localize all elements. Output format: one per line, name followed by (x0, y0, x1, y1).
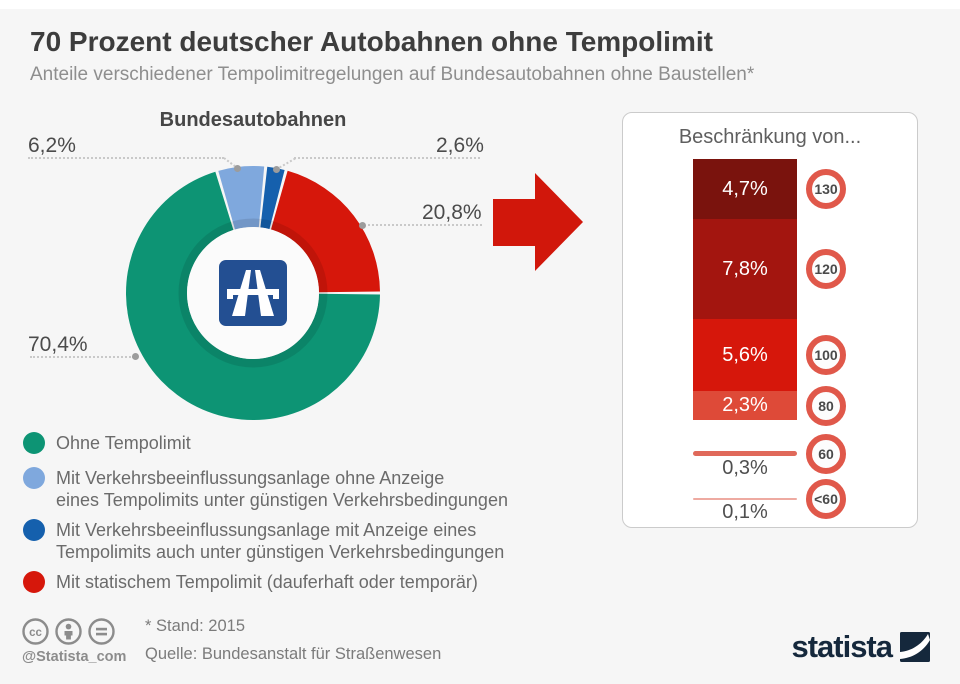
slice-value-ohne-tempolimit: 70,4% (28, 333, 88, 356)
legend-label: Mit Verkehrsbeeinflussungsanlage ohne An… (56, 468, 445, 488)
leader-line (294, 157, 480, 159)
page-title: 70 Prozent deutscher Autobahnen ohne Tem… (30, 26, 713, 57)
speed-sign-120: 120 (806, 249, 846, 289)
bar-value-label: 7,8% (722, 257, 768, 280)
statista-logo-mark (900, 632, 930, 662)
leader-dot (234, 165, 241, 172)
leader-dot (132, 353, 139, 360)
bar-segment-100: 5,6% (693, 319, 797, 391)
leader-dot (359, 222, 366, 229)
bar-value-label: 4,7% (722, 177, 768, 200)
footnote: * Stand: 2015 (145, 617, 245, 635)
statista-handle: @Statista_com (22, 649, 127, 665)
speed-sign-lt60: <60 (806, 479, 846, 519)
autobahn-sign-icon (219, 260, 287, 326)
bar-thin-line (693, 451, 797, 456)
page-subtitle: Anteile verschiedener Tempolimitregelung… (30, 64, 755, 85)
top-strip (0, 0, 960, 9)
legend-item-vba-mit-anzeige: Mit Verkehrsbeeinflussungsanlage mit Anz… (23, 519, 504, 563)
leader-line (28, 157, 224, 159)
source: Quelle: Bundesanstalt für Straßenwesen (145, 645, 442, 663)
bar-segment-130: 4,7% (693, 159, 797, 219)
slice-value-vba-ohne-anzeige: 6,2% (28, 134, 76, 157)
legend-dot-red (23, 571, 45, 593)
legend-item-vba-ohne-anzeige: Mit Verkehrsbeeinflussungsanlage ohne An… (23, 467, 508, 511)
bar-value-label: 0,1% (722, 501, 768, 523)
legend-item-ohne-tempolimit: Ohne Tempolimit (23, 432, 191, 454)
attribution-icon (55, 618, 82, 645)
slice-value-vba-mit-anzeige: 2,6% (436, 134, 484, 157)
bar-segment-80: 2,3% (693, 391, 797, 420)
bar-thin-line (693, 498, 797, 500)
bar-segment-60: 0,3% (693, 451, 797, 480)
legend-label: Mit Verkehrsbeeinflussungsanlage mit Anz… (56, 520, 477, 540)
legend-dot-lightblue (23, 467, 45, 489)
speed-sign-130: 130 (806, 169, 846, 209)
legend-dot-darkblue (23, 519, 45, 541)
donut-slice (260, 166, 285, 230)
legend-label: Mit statischem Tempolimit (dauferhaft od… (56, 572, 478, 592)
speed-sign-80: 80 (806, 386, 846, 426)
panel-title: Beschränkung von... (678, 126, 862, 148)
legend-dot-green (23, 432, 45, 454)
leader-line (30, 356, 134, 358)
no-derivatives-icon (88, 618, 115, 645)
statista-logo: statista (791, 629, 930, 664)
arrow-right-icon (493, 173, 583, 271)
bar-segment-<60: 0,1% (693, 498, 797, 524)
leader-dot (273, 166, 280, 173)
speed-sign-100: 100 (806, 335, 846, 375)
stacked-bar: 4,7% 7,8% 5,6% 2,3% 0,3% 0,1% (693, 159, 797, 524)
legend-label: Ohne Tempolimit (56, 433, 191, 453)
license-icons: cc (22, 618, 115, 645)
bar-value-label: 0,3% (722, 457, 768, 479)
bar-value-label: 5,6% (722, 343, 768, 366)
statista-wordmark: statista (791, 629, 893, 664)
bar-segment-120: 7,8% (693, 219, 797, 319)
legend-label: eines Tempolimits unter günstigen Verkeh… (56, 490, 508, 510)
legend-item-statisches-tempolimit: Mit statischem Tempolimit (dauferhaft od… (23, 571, 478, 593)
speed-limit-breakdown-panel: Beschränkung von... 4,7% 7,8% 5,6% 2,3% 0,3%… (622, 112, 918, 528)
donut-slice (270, 170, 380, 293)
donut-slice (218, 166, 265, 230)
bar-value-label: 2,3% (722, 394, 768, 416)
svg-text:cc: cc (29, 627, 42, 639)
leader-line (368, 224, 482, 226)
speed-sign-60: 60 (806, 434, 846, 474)
donut-chart-title: Bundesautobahnen (159, 109, 347, 131)
cc-icon: cc (22, 618, 49, 645)
donut-slice (125, 171, 380, 420)
slice-value-statisches-tempolimit: 20,8% (422, 201, 482, 224)
legend-label: Tempolimits auch unter günstigen Verkehr… (56, 542, 505, 562)
